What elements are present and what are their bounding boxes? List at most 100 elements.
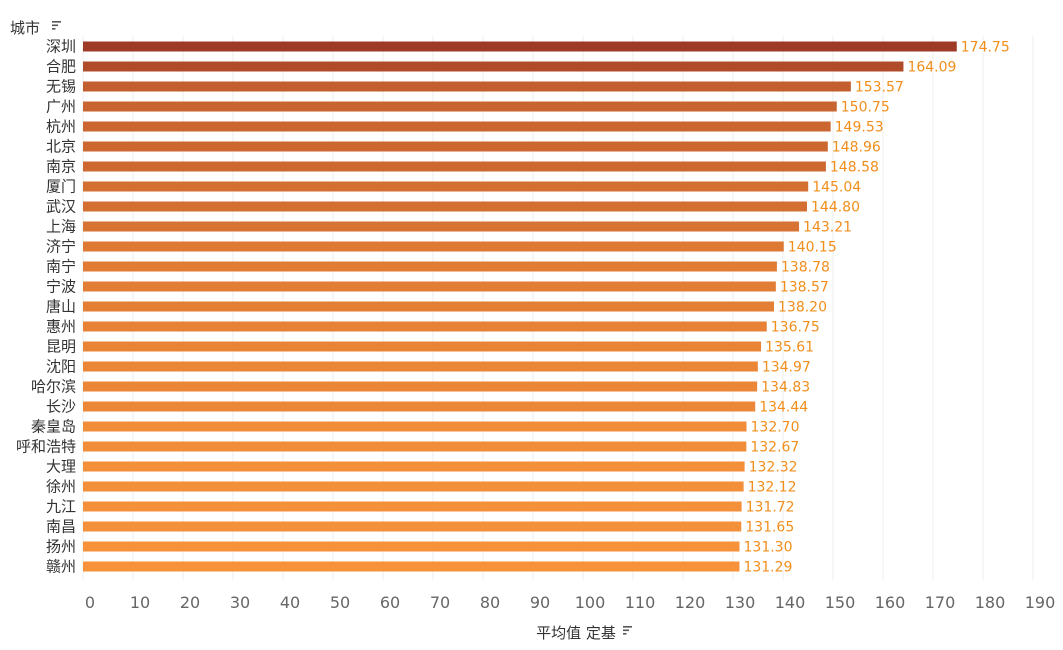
category-label: 扬州 [46,538,76,556]
y-header-sort-icon[interactable] [52,21,61,30]
category-label: 无锡 [46,78,76,96]
value-label: 150.75 [841,100,890,116]
x-tick-labels: 0 10 20 30 40 50 60 70 80 90 100 110 120 130 140 150 160… [85,593,1055,612]
x-tick-label: 50 [330,593,350,612]
bar[interactable] [83,181,809,192]
value-label: 131.65 [745,520,794,536]
bar[interactable] [83,61,904,72]
value-label: 136.75 [771,320,820,336]
bar[interactable] [83,381,758,392]
x-tick-label: 160 [875,593,906,612]
x-axis-sort-icon[interactable] [623,626,632,635]
category-label: 武汉 [46,198,76,216]
value-label: 134.44 [759,400,808,416]
value-label: 131.29 [743,560,792,576]
value-label: 138.57 [780,280,829,296]
bar[interactable] [83,301,774,312]
value-label: 135.61 [765,340,814,356]
value-label: 144.80 [811,200,860,216]
bar[interactable] [83,261,777,272]
category-label: 赣州 [46,558,76,576]
bar[interactable] [83,41,957,52]
bar[interactable] [83,461,745,472]
category-label: 秦皇岛 [31,418,76,436]
y-axis-header: 城市 [10,19,40,37]
category-label: 南宁 [46,258,76,276]
x-tick-label: 100 [575,593,606,612]
category-label: 济宁 [46,238,76,256]
bar[interactable] [83,521,742,532]
bar[interactable] [83,281,776,292]
bar[interactable] [83,561,740,572]
value-label: 140.15 [788,240,837,256]
x-tick-label: 150 [825,593,856,612]
value-label: 132.32 [749,460,798,476]
bar[interactable] [83,341,762,352]
bar[interactable] [83,441,747,452]
bar[interactable] [83,141,828,152]
category-label: 沈阳 [46,358,76,376]
x-tick-label: 120 [675,593,706,612]
category-label: 哈尔滨 [31,378,76,396]
value-label: 149.53 [835,120,884,136]
value-label: 164.09 [907,60,956,76]
bar[interactable] [83,321,767,332]
bar[interactable] [83,401,756,412]
x-tick-label: 40 [280,593,300,612]
value-label: 131.72 [746,500,795,516]
value-label: 138.20 [778,300,827,316]
value-label: 148.96 [832,140,881,156]
bar[interactable] [83,501,742,512]
category-label: 大理 [46,458,76,476]
category-label: 杭州 [46,118,76,136]
value-label: 174.75 [961,40,1010,56]
category-label: 深圳 [46,38,76,56]
value-label: 138.78 [781,260,830,276]
category-label: 惠州 [46,318,76,336]
x-tick-label: 170 [925,593,956,612]
x-tick-label: 10 [130,593,150,612]
bars [83,41,957,572]
x-tick-label: 80 [480,593,500,612]
category-label: 九江 [46,498,76,516]
category-label: 唐山 [46,298,76,316]
value-label: 132.12 [748,480,797,496]
value-label: 134.97 [762,360,811,376]
bar[interactable] [83,101,837,112]
x-tick-label: 30 [230,593,250,612]
x-tick-label: 20 [180,593,200,612]
category-label: 南昌 [46,518,76,536]
bar[interactable] [83,161,826,172]
category-label: 宁波 [46,278,76,296]
bar[interactable] [83,221,800,232]
category-label: 呼和浩特 [16,438,76,456]
category-labels: 深圳合肥无锡广州杭州北京南京厦门武汉上海济宁南宁宁波唐山惠州昆明沈阳哈尔滨长沙秦… [16,38,76,576]
category-label: 南京 [46,158,76,176]
bar[interactable] [83,541,740,552]
bar[interactable] [83,81,851,92]
value-label: 153.57 [855,80,904,96]
bar[interactable] [83,421,747,432]
x-tick-label: 180 [975,593,1006,612]
value-label: 143.21 [803,220,852,236]
bar[interactable] [83,361,758,372]
category-label: 厦门 [46,178,76,196]
value-label: 132.67 [750,440,799,456]
bar[interactable] [83,481,744,492]
category-label: 长沙 [46,398,76,416]
x-axis-title: 平均值 定基 [536,624,616,642]
x-tick-label: 110 [625,593,656,612]
value-label: 134.83 [761,380,810,396]
x-tick-label: 70 [430,593,450,612]
value-label: 148.58 [830,160,879,176]
x-tick-label: 60 [380,593,400,612]
bar[interactable] [83,121,831,132]
value-label: 145.04 [812,180,861,196]
bar[interactable] [83,201,807,212]
x-tick-label: 130 [725,593,756,612]
category-label: 合肥 [46,58,76,76]
x-tick-label: 90 [530,593,550,612]
bar[interactable] [83,241,784,252]
